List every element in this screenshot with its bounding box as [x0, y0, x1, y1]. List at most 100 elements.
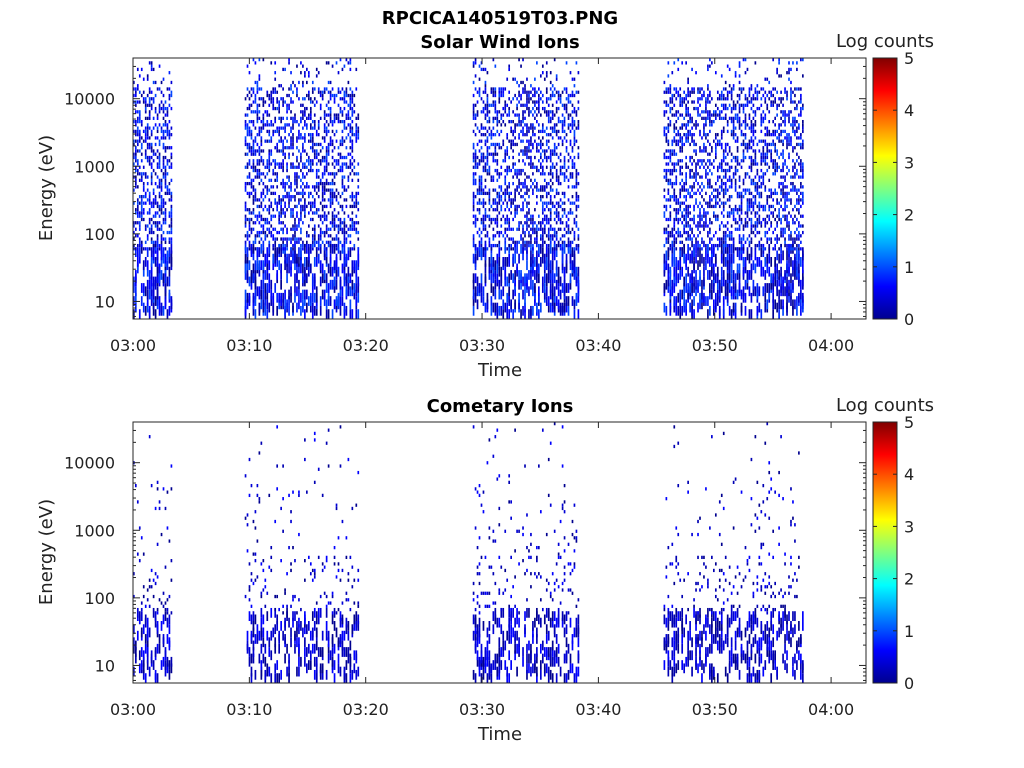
heatmap-cell [140, 204, 143, 209]
heatmap-cell [284, 136, 286, 140]
heatmap-cell [333, 159, 336, 163]
heatmap-cell [349, 247, 352, 258]
heatmap-cell [484, 191, 487, 196]
heatmap-cell [244, 136, 247, 140]
heatmap-cell [152, 299, 155, 310]
heatmap-cell [695, 286, 697, 297]
heatmap-cell [732, 126, 735, 130]
heatmap-cell [701, 289, 703, 300]
heatmap-cell [494, 243, 497, 248]
heatmap-cell [260, 214, 263, 218]
heatmap-cell [713, 283, 715, 293]
heatmap-cell [351, 126, 354, 130]
heatmap-cell [553, 87, 556, 91]
heatmap-cell [484, 142, 487, 147]
heatmap-cell [516, 142, 518, 147]
heatmap-cell [282, 247, 284, 251]
heatmap-cell [707, 116, 709, 120]
heatmap-cell [146, 142, 149, 147]
heatmap-cell [539, 165, 542, 169]
heatmap-cell [557, 299, 560, 310]
heatmap-cell [518, 168, 520, 173]
heatmap-cell [549, 110, 552, 114]
heatmap-cell [288, 198, 290, 202]
heatmap-cell [307, 139, 310, 143]
heatmap-cell [545, 217, 548, 222]
heatmap-cell [134, 234, 137, 238]
heatmap-cell [315, 181, 318, 186]
heatmap-cell [284, 188, 286, 192]
heatmap-cell [150, 224, 153, 228]
heatmap-cell [349, 309, 352, 319]
heatmap-cell [262, 97, 265, 101]
heatmap-cell [317, 234, 320, 238]
heatmap-cell [691, 136, 693, 140]
heatmap-cell [474, 61, 477, 65]
heatmap-cell [168, 181, 171, 186]
heatmap-cell [323, 172, 326, 176]
heatmap-cell [341, 168, 344, 173]
heatmap-cell [246, 299, 249, 310]
heatmap-cell [500, 146, 503, 150]
heatmap-cell [705, 217, 707, 222]
heatmap-cell [154, 123, 157, 127]
heatmap-cell [134, 110, 137, 114]
heatmap-cell [266, 110, 269, 114]
heatmap-cell [569, 129, 572, 134]
heatmap-cell [254, 149, 257, 153]
heatmap-cell [673, 123, 676, 127]
heatmap-cell [484, 168, 487, 173]
heatmap-cell [309, 243, 312, 254]
heatmap-cell [133, 283, 135, 293]
heatmap-cell [276, 270, 279, 280]
heatmap-cell [736, 116, 739, 120]
heatmap-cell [258, 133, 261, 137]
heatmap-cell [541, 165, 544, 169]
heatmap-cell [154, 195, 157, 199]
heatmap-cell [335, 253, 338, 264]
heatmap-cell [478, 178, 481, 182]
heatmap-cell [681, 188, 684, 192]
heatmap-cell [504, 178, 507, 182]
heatmap-cell [274, 159, 277, 163]
heatmap-cell [268, 230, 271, 235]
heatmap-cell [250, 270, 253, 280]
heatmap-cell [302, 116, 304, 120]
heatmap-cell [148, 201, 151, 205]
heatmap-cell [345, 286, 348, 297]
heatmap-cell [158, 178, 161, 182]
heatmap-cell [357, 178, 360, 182]
heatmap-cell [549, 270, 552, 280]
heatmap-cell [248, 227, 251, 231]
heatmap-cell [148, 208, 151, 212]
heatmap-cell [134, 93, 137, 98]
heatmap-cell [512, 237, 514, 241]
heatmap-cell [258, 204, 261, 209]
heatmap-cell [553, 243, 556, 248]
heatmap-cell [266, 253, 269, 264]
heatmap-cell [311, 185, 314, 189]
heatmap-cell [250, 136, 253, 140]
heatmap-cell [478, 181, 481, 186]
heatmap-cell [288, 185, 290, 189]
heatmap-cell [575, 181, 578, 186]
heatmap-cell [144, 126, 147, 130]
heatmap-cell [679, 191, 682, 196]
heatmap-cell [575, 292, 578, 303]
heatmap-cell [158, 139, 161, 143]
heatmap-cell [331, 87, 334, 91]
heatmap-cell [671, 195, 674, 199]
heatmap-cell [357, 191, 360, 196]
heatmap-cell [260, 230, 263, 235]
heatmap-cell [683, 100, 686, 104]
heatmap-cell [486, 292, 489, 303]
heatmap-cell [152, 214, 155, 218]
heatmap-cell [325, 168, 328, 173]
heatmap-cell [575, 273, 578, 284]
heatmap-cell [665, 136, 668, 140]
heatmap-cell [703, 146, 705, 150]
heatmap-cell [532, 172, 534, 176]
heatmap-cell [325, 283, 328, 293]
heatmap-cell [703, 165, 705, 169]
heatmap-cell [514, 126, 516, 130]
